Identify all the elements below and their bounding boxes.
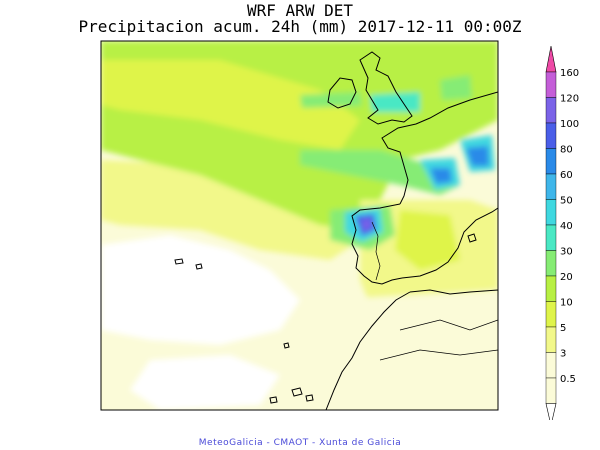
legend-swatch — [545, 173, 557, 200]
legend-label: 120 — [560, 94, 579, 105]
credit-line: MeteoGalicia - CMAOT - Xunta de Galicia — [198, 438, 402, 448]
legend-swatch — [545, 122, 557, 149]
legend-tip-top — [545, 45, 557, 73]
legend-swatch — [545, 301, 557, 328]
legend-swatch — [545, 199, 557, 226]
color-legend: 160 120 100 80 60 50 40 30 20 10 5 3 0.5 — [545, 45, 579, 420]
legend-label: 40 — [560, 221, 573, 232]
legend-label: 10 — [560, 298, 573, 309]
legend-swatch — [545, 250, 557, 277]
legend-label: 50 — [560, 196, 573, 207]
legend-label: 160 — [560, 68, 579, 79]
legend-swatch — [545, 352, 557, 379]
legend-label: 80 — [560, 145, 573, 156]
legend-label: 100 — [560, 119, 579, 130]
map-subtitle: Precipitacion acum. 24h (mm) 2017-12-11 … — [78, 17, 522, 36]
legend-swatch — [545, 377, 557, 404]
legend-swatch — [545, 148, 557, 175]
legend-swatch — [545, 97, 557, 124]
legend-label: 20 — [560, 272, 573, 283]
legend-tip-bottom — [545, 403, 557, 420]
legend-swatch — [545, 224, 557, 251]
precipitation-field — [101, 41, 498, 410]
legend-label: 60 — [560, 170, 573, 181]
legend-swatch — [545, 326, 557, 353]
map-title: WRF ARW DET — [247, 1, 353, 20]
map-frame — [100, 40, 499, 411]
legend-swatch — [545, 275, 557, 302]
legend-label: 30 — [560, 247, 573, 258]
legend-swatch — [545, 71, 557, 98]
legend-label: 5 — [560, 323, 566, 334]
coastlines — [174, 51, 498, 410]
legend-label: 3 — [560, 349, 566, 360]
legend-label: 0.5 — [560, 374, 576, 385]
